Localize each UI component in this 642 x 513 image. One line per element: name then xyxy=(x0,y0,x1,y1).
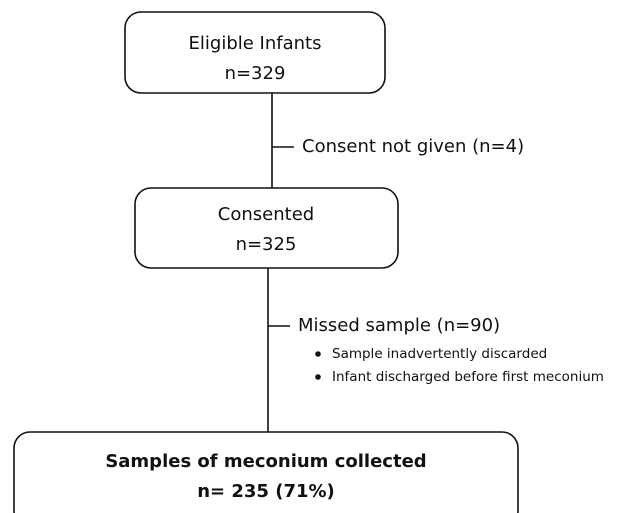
node-box xyxy=(124,11,386,94)
exclusion-reason: Sample inadvertently discarded xyxy=(332,346,547,362)
node-label: Samples of meconium collected xyxy=(105,451,426,472)
exclusion-label: Consent not given (n=4) xyxy=(302,136,524,157)
exclusion-label: Missed sample (n=90) xyxy=(298,315,500,336)
exclusion-reason: Infant discharged before first meconium xyxy=(332,369,604,385)
node-label: Eligible Infants xyxy=(189,33,322,54)
node-box xyxy=(134,187,399,269)
node-label: Consented xyxy=(218,204,314,225)
node-label: n= 235 (71%) xyxy=(197,481,335,502)
node-box xyxy=(13,431,519,513)
bullet xyxy=(315,374,321,380)
node-label: n=329 xyxy=(225,63,286,84)
bullet xyxy=(315,351,321,357)
node-label: n=325 xyxy=(236,234,297,255)
